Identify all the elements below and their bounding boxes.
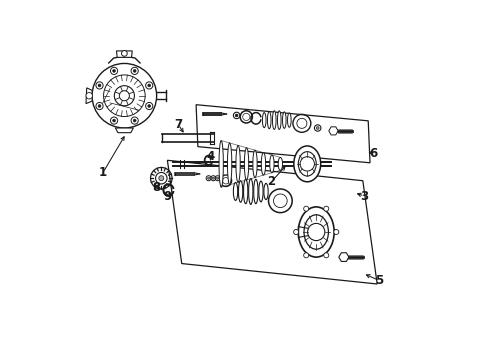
Ellipse shape	[219, 140, 223, 187]
Polygon shape	[116, 51, 132, 57]
Circle shape	[147, 105, 150, 107]
Circle shape	[307, 224, 324, 240]
Ellipse shape	[278, 157, 282, 170]
Circle shape	[133, 119, 136, 122]
Circle shape	[114, 86, 134, 106]
Ellipse shape	[227, 143, 231, 185]
Circle shape	[235, 114, 238, 117]
Circle shape	[110, 67, 118, 75]
Ellipse shape	[287, 113, 290, 127]
Ellipse shape	[238, 181, 242, 202]
Text: 4: 4	[206, 150, 214, 163]
Ellipse shape	[261, 153, 265, 175]
Polygon shape	[86, 88, 92, 104]
Text: 5: 5	[374, 274, 382, 287]
Ellipse shape	[236, 145, 240, 183]
Circle shape	[316, 127, 319, 130]
Text: 1: 1	[99, 166, 107, 179]
Circle shape	[98, 105, 101, 107]
Circle shape	[303, 253, 308, 258]
Circle shape	[112, 69, 115, 72]
Text: 2: 2	[267, 175, 275, 188]
Ellipse shape	[243, 179, 247, 204]
Circle shape	[207, 177, 209, 179]
Ellipse shape	[244, 148, 248, 180]
Ellipse shape	[253, 179, 258, 204]
Circle shape	[323, 206, 328, 211]
Polygon shape	[115, 128, 133, 133]
Ellipse shape	[267, 112, 270, 129]
Text: 9: 9	[163, 190, 171, 203]
Circle shape	[133, 69, 136, 72]
Ellipse shape	[269, 155, 273, 173]
Text: 6: 6	[368, 147, 376, 159]
Circle shape	[145, 103, 152, 109]
Circle shape	[112, 119, 115, 122]
Circle shape	[159, 176, 163, 181]
Circle shape	[96, 103, 103, 109]
Circle shape	[98, 84, 101, 87]
Circle shape	[121, 50, 127, 56]
Circle shape	[86, 93, 92, 99]
Circle shape	[96, 82, 103, 89]
Text: 7: 7	[174, 118, 182, 131]
Ellipse shape	[277, 111, 281, 130]
Ellipse shape	[258, 181, 263, 202]
Circle shape	[110, 117, 118, 124]
Ellipse shape	[272, 111, 276, 130]
Circle shape	[131, 117, 138, 124]
Ellipse shape	[298, 152, 316, 176]
Circle shape	[92, 63, 156, 128]
Ellipse shape	[293, 146, 320, 182]
Circle shape	[212, 177, 214, 179]
Circle shape	[303, 206, 308, 211]
Circle shape	[323, 253, 328, 258]
Ellipse shape	[252, 150, 257, 177]
Circle shape	[119, 91, 129, 101]
Ellipse shape	[262, 113, 265, 128]
Circle shape	[300, 157, 314, 171]
Text: 3: 3	[360, 190, 368, 203]
Circle shape	[155, 172, 167, 184]
Text: 8: 8	[152, 181, 161, 194]
Ellipse shape	[264, 183, 267, 199]
Circle shape	[216, 177, 218, 179]
Circle shape	[145, 82, 152, 89]
Ellipse shape	[304, 215, 328, 249]
Circle shape	[293, 229, 298, 234]
Ellipse shape	[298, 207, 333, 257]
Ellipse shape	[282, 112, 285, 129]
Circle shape	[147, 84, 150, 87]
Circle shape	[333, 229, 338, 234]
Ellipse shape	[233, 183, 237, 201]
Circle shape	[131, 67, 138, 75]
Ellipse shape	[248, 179, 252, 204]
